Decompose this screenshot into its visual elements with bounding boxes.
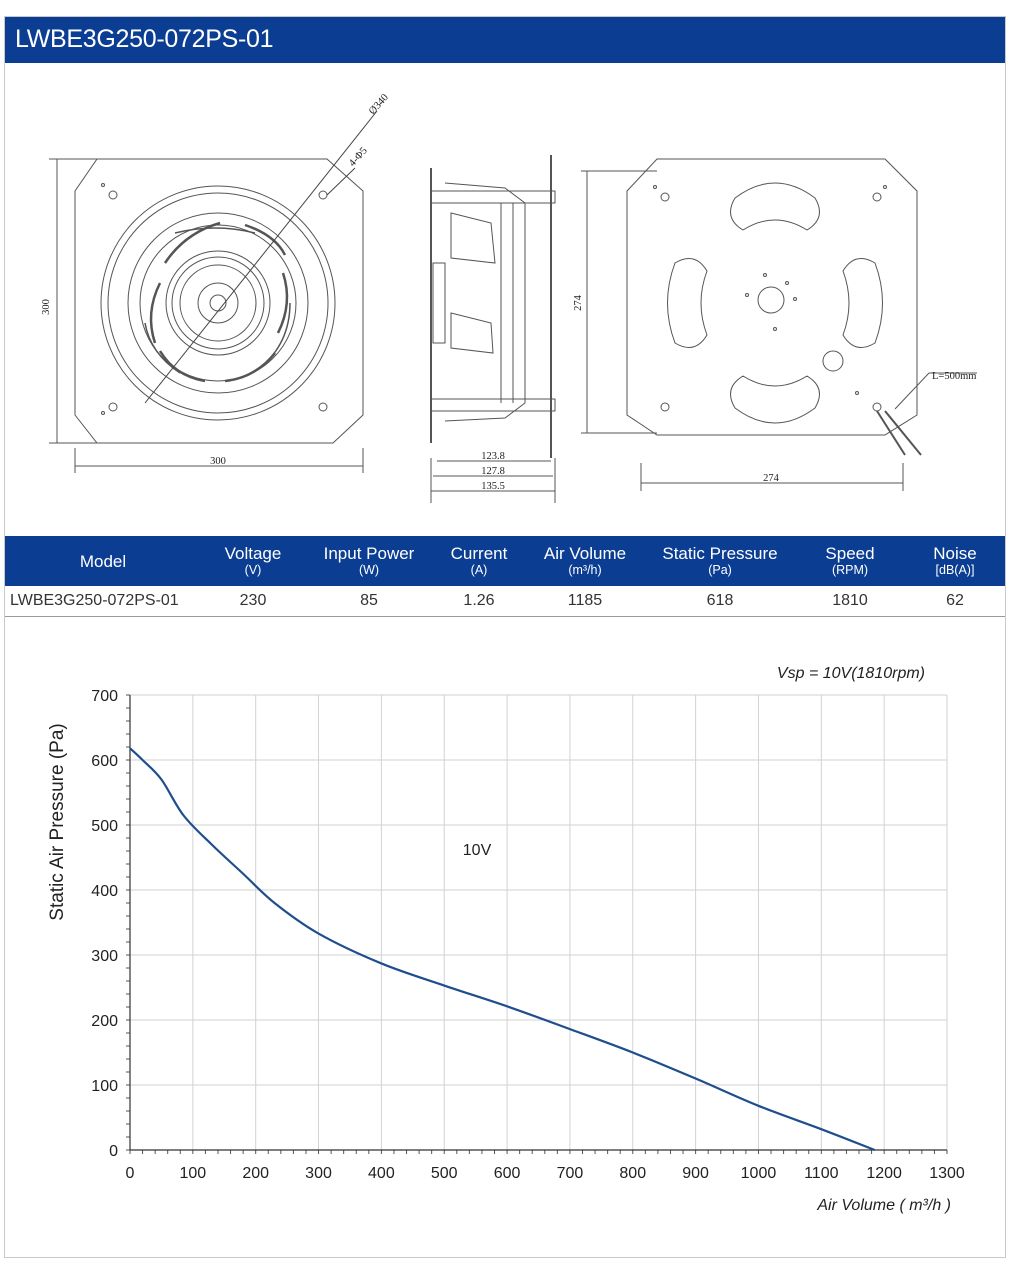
series-label-10v: 10V (463, 842, 492, 859)
spec-table: Model Voltage (V) Input Power (W) Current(… (5, 536, 1005, 617)
chart-annotation: Vsp = 10V(1810rpm) (777, 665, 925, 682)
x-tick-label: 1100 (804, 1165, 839, 1182)
dim-front-width: 300 (210, 456, 226, 467)
x-tick-label: 800 (619, 1165, 646, 1182)
y-tick-label: 200 (91, 1013, 118, 1030)
x-tick-label: 1200 (866, 1165, 902, 1182)
col-input-power: Input Power (W) (305, 536, 433, 586)
x-tick-label: 1300 (929, 1165, 965, 1182)
col-speed: Speed (RPM) (795, 536, 905, 586)
cell-static-pressure: 618 (645, 586, 795, 617)
y-axis-label: Static Air Pressure (Pa) (47, 723, 68, 920)
cell-input-power: 85 (305, 586, 433, 617)
cell-model: LWBE3G250-072PS-01 (5, 586, 201, 617)
series-line-10v (129, 747, 876, 1152)
x-tick-label: 200 (242, 1165, 269, 1182)
y-tick-label: 300 (91, 948, 118, 965)
col-static-pressure: Static Pressure (Pa) (645, 536, 795, 586)
x-tick-label: 700 (557, 1165, 584, 1182)
chart-axes (126, 694, 948, 1154)
dim-depth-1: 123.8 (481, 451, 505, 462)
technical-drawing: Ø340 4-Φ5 300 300 123.8 127.8 135.5 274 … (41, 92, 977, 503)
y-tick-label: 100 (91, 1078, 118, 1095)
col-model: Model (5, 536, 201, 586)
col-noise: Noise [dB(A)] (905, 536, 1005, 586)
page-frame (4, 16, 1006, 1258)
x-tick-label: 100 (179, 1165, 206, 1182)
dim-depth-3: 135.5 (481, 481, 505, 492)
front-view (49, 110, 378, 473)
col-voltage: Voltage (V) (201, 536, 305, 586)
cell-current: 1.26 (433, 586, 525, 617)
cell-air-volume: 1185 (525, 586, 645, 617)
cell-noise: 62 (905, 586, 1005, 617)
cell-voltage: 230 (201, 586, 305, 617)
back-view (581, 158, 977, 491)
x-tick-label: 500 (431, 1165, 458, 1182)
y-tick-label: 0 (109, 1143, 118, 1160)
chart-tick-labels: 0 100 200 300 400 500 600 700 800 900 1000 1100 1200… (91, 688, 965, 1182)
col-air-volume: Air Volume (m³/h) (525, 536, 645, 586)
x-tick-label: 300 (305, 1165, 332, 1182)
dim-back-width: 274 (763, 473, 780, 484)
x-tick-label: 900 (682, 1165, 709, 1182)
x-tick-label: 400 (368, 1165, 395, 1182)
dim-back-height: 274 (573, 294, 584, 311)
x-tick-label: 600 (494, 1165, 521, 1182)
spec-data-row: LWBE3G250-072PS-01 230 85 1.26 1185 618 … (5, 586, 1005, 617)
dim-lead-length: L=500mm (932, 371, 976, 382)
dim-depth-2: 127.8 (481, 466, 505, 477)
side-view (430, 155, 556, 503)
product-title: LWBE3G250-072PS-01 (15, 25, 274, 53)
y-tick-label: 700 (91, 688, 118, 705)
performance-chart: 0 100 200 300 400 500 600 700 800 900 1000 1100 1200… (47, 665, 965, 1214)
col-current: Current (A) (433, 536, 525, 586)
title-bar: LWBE3G250-072PS-01 (5, 17, 1005, 63)
chart-grid (130, 694, 948, 1150)
x-tick-label: 1000 (741, 1165, 777, 1182)
spec-header-row: Model Voltage (V) Input Power (W) Current(… (5, 536, 1005, 586)
dim-holes: 4-Φ5 (347, 146, 370, 169)
x-tick-label: 0 (126, 1165, 135, 1182)
y-tick-label: 500 (91, 818, 118, 835)
dim-front-height: 300 (41, 299, 52, 315)
x-axis-label: Air Volume ( m³/h ) (816, 1197, 951, 1214)
y-tick-label: 600 (91, 753, 118, 770)
y-tick-label: 400 (91, 883, 118, 900)
cell-speed: 1810 (795, 586, 905, 617)
dim-diameter: Ø340 (367, 92, 391, 117)
